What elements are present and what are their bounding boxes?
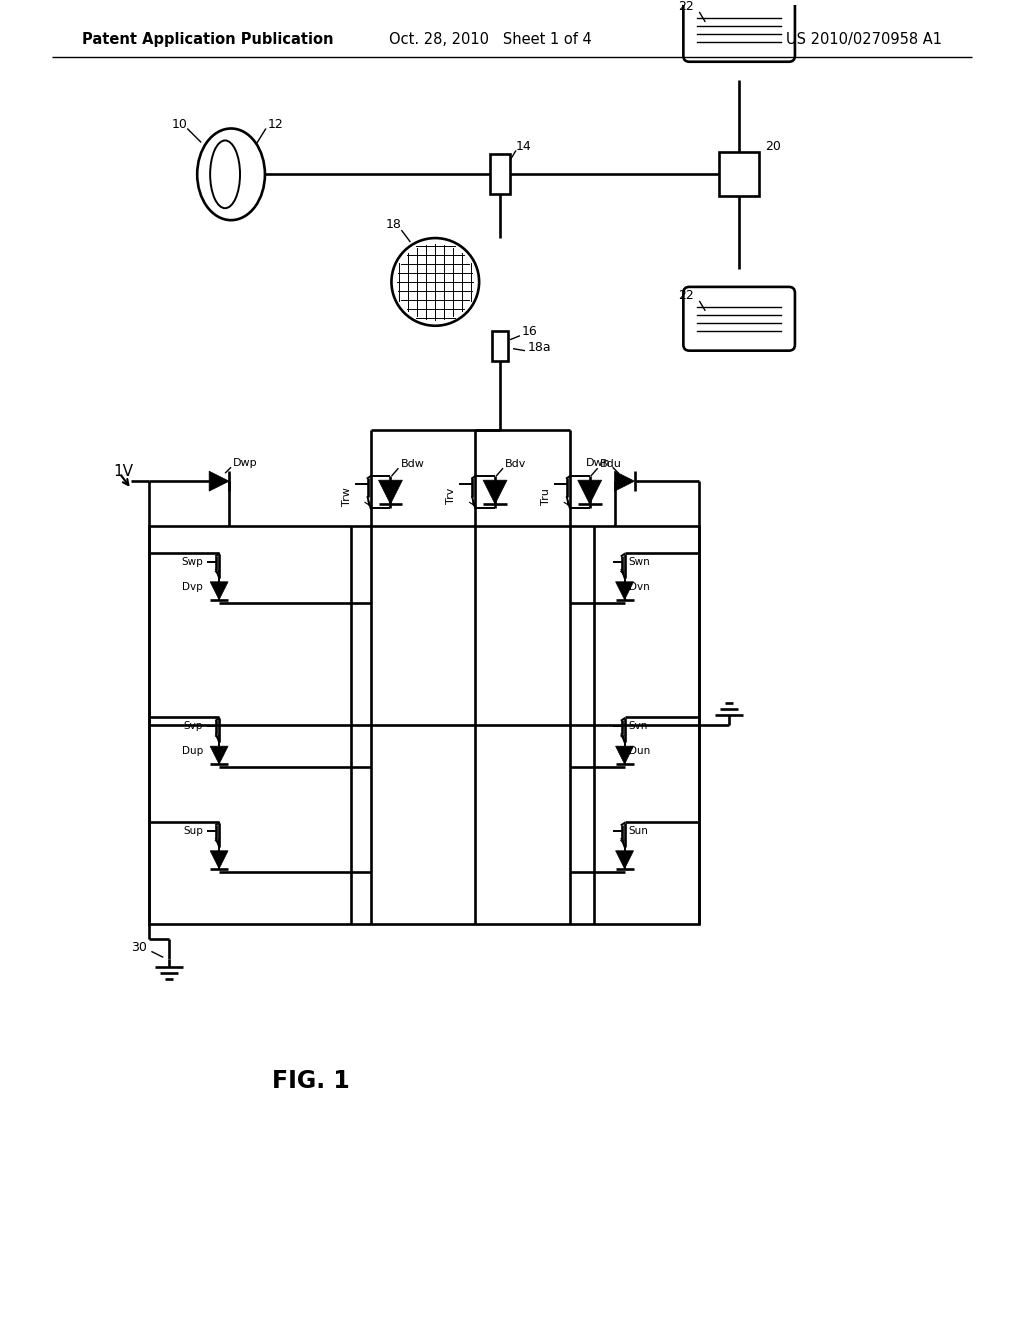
Bar	[150, 525, 699, 924]
Text: Bdv: Bdv	[505, 459, 526, 469]
Bar	[490, 154, 510, 194]
Text: Bdu: Bdu	[600, 459, 622, 469]
Text: 22: 22	[679, 289, 694, 302]
FancyBboxPatch shape	[683, 0, 795, 62]
Text: US 2010/0270958 A1: US 2010/0270958 A1	[786, 32, 942, 48]
Polygon shape	[615, 851, 634, 869]
Polygon shape	[614, 471, 635, 491]
Text: Trw: Trw	[342, 487, 351, 506]
Text: 12: 12	[268, 117, 284, 131]
Polygon shape	[210, 851, 228, 869]
Text: Trv: Trv	[446, 488, 457, 504]
Bar	[493, 331, 508, 360]
Text: 14: 14	[516, 140, 531, 153]
Polygon shape	[615, 582, 634, 599]
Polygon shape	[615, 746, 634, 764]
Text: FIG. 1: FIG. 1	[272, 1069, 349, 1093]
Polygon shape	[210, 746, 228, 764]
Text: Tru: Tru	[541, 487, 551, 504]
Text: Sup: Sup	[183, 826, 203, 836]
Text: 18: 18	[385, 218, 401, 231]
Text: 16: 16	[522, 325, 538, 338]
Text: Dup: Dup	[182, 746, 203, 756]
Polygon shape	[483, 480, 507, 504]
Text: Dvn: Dvn	[629, 582, 649, 591]
Text: Dun: Dun	[629, 746, 650, 756]
Text: 18a: 18a	[528, 341, 552, 354]
Circle shape	[391, 238, 479, 326]
Text: Svn: Svn	[629, 721, 648, 731]
Polygon shape	[209, 471, 229, 491]
FancyBboxPatch shape	[683, 286, 795, 351]
Polygon shape	[578, 480, 602, 504]
Text: 30: 30	[131, 941, 147, 954]
Text: Oct. 28, 2010   Sheet 1 of 4: Oct. 28, 2010 Sheet 1 of 4	[389, 32, 592, 48]
Text: 20: 20	[765, 140, 781, 153]
Text: Swp: Swp	[181, 557, 203, 566]
Text: 1V: 1V	[114, 463, 133, 479]
Text: Bdw: Bdw	[400, 459, 424, 469]
Polygon shape	[210, 582, 228, 599]
Polygon shape	[379, 480, 402, 504]
Bar	[719, 152, 759, 197]
Text: Dvp: Dvp	[182, 582, 203, 591]
Text: Dwn: Dwn	[586, 458, 610, 469]
Text: Swn: Swn	[629, 557, 650, 566]
Text: Dwp: Dwp	[233, 458, 258, 469]
Text: 10: 10	[171, 117, 187, 131]
Text: Sun: Sun	[629, 826, 648, 836]
Text: Patent Application Publication: Patent Application Publication	[82, 32, 333, 48]
Text: 22: 22	[679, 0, 694, 13]
Text: Svp: Svp	[183, 721, 203, 731]
